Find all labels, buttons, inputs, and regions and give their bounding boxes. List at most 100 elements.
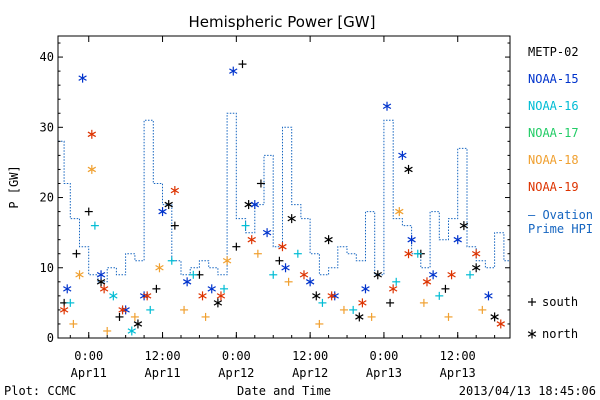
- noaa-19-point: [99, 284, 109, 294]
- y-tick-label: 40: [40, 50, 54, 64]
- y-tick-label: 0: [47, 331, 54, 345]
- noaa-18-point: [478, 305, 487, 314]
- noaa-18-point: [339, 305, 348, 314]
- x-tick-date-label: Apr13: [440, 366, 476, 380]
- noaa-18-point: [155, 263, 164, 273]
- metp-02-point: [471, 263, 481, 273]
- noaa-18-point: [222, 256, 232, 266]
- plot-frame: [57, 35, 511, 339]
- noaa-19-point: [247, 235, 256, 245]
- legend-marker-label: south: [542, 295, 578, 309]
- x-axis: 0:00 Apr11 12:00 Apr11 0:00 Apr12 12:00 Apr12 0:…: [69, 36, 496, 380]
- x-tick-date-label: Apr13: [366, 366, 402, 380]
- x-tick-time-label: 12:00: [144, 349, 180, 363]
- metp-02-point: [232, 242, 241, 251]
- metp-02-point: [312, 291, 321, 301]
- noaa-18-point: [284, 277, 293, 286]
- noaa-18-point: [315, 319, 324, 328]
- x-tick-date-label: Apr12: [218, 366, 254, 380]
- metp-02-point: [238, 60, 247, 69]
- legend-entry: NOAA-18: [528, 153, 579, 167]
- noaa-18-point: [103, 326, 112, 335]
- footer-plot-credit: Plot: CCMC: [4, 384, 76, 398]
- legend-marker-south-icon: [528, 298, 536, 306]
- noaa-15-point: [361, 284, 370, 294]
- y-tick-label: 10: [40, 261, 54, 275]
- noaa-19-point: [216, 291, 226, 301]
- ovation-line-layer: [58, 112, 510, 283]
- metp-02-point: [170, 221, 179, 230]
- metp-02-point: [72, 249, 81, 258]
- footer-timestamp: 2013/04/13 18:45:06: [459, 384, 596, 398]
- noaa-18-point: [130, 312, 139, 321]
- noaa-15-point: [229, 66, 238, 76]
- y-axis: 0 10 20 30 40: [40, 42, 510, 345]
- metp-02-point: [324, 235, 333, 245]
- noaa-19-point: [496, 319, 505, 329]
- noaa-19-point: [142, 291, 152, 301]
- legend-entry: NOAA-19: [528, 180, 579, 194]
- noaa-15-point: [158, 207, 167, 217]
- noaa-18-point: [201, 312, 210, 321]
- noaa-16-point: [435, 291, 444, 300]
- noaa-19-point: [327, 291, 336, 301]
- metp-02-point: [404, 164, 413, 174]
- noaa-19-point: [471, 249, 481, 259]
- legend-entry: NOAA-16: [528, 99, 579, 113]
- metp-02-point: [213, 298, 223, 308]
- noaa-19-point: [404, 249, 413, 259]
- noaa-15-point: [250, 200, 259, 210]
- noaa-15-point: [63, 284, 72, 294]
- metp-02-point: [275, 256, 284, 265]
- noaa-19-point: [59, 305, 69, 315]
- metp-02-point: [256, 179, 265, 188]
- noaa-16-point: [392, 277, 401, 286]
- noaa-19-point: [198, 291, 207, 301]
- legend-entry: NOAA-15: [528, 72, 579, 86]
- metp-02-point: [355, 312, 364, 322]
- y-tick-label: 20: [40, 191, 54, 205]
- noaa-16-point: [349, 305, 358, 314]
- noaa-18-point: [419, 298, 428, 307]
- metp-02-point: [164, 200, 173, 210]
- ovation-hpi-line: [58, 112, 510, 283]
- legend-marker-label: north: [542, 327, 578, 341]
- legend-entry: METP-02: [528, 45, 579, 59]
- metp-02-point: [244, 200, 253, 210]
- metp-02-point: [373, 270, 382, 280]
- noaa-16-point: [220, 284, 229, 293]
- x-tick-time-label: 0:00: [74, 349, 103, 363]
- noaa-16-point: [189, 270, 198, 279]
- noaa-16-point: [413, 249, 422, 258]
- legend-marker-north-icon: [527, 329, 537, 339]
- noaa-19-point: [278, 242, 287, 252]
- noaa-19-point: [299, 270, 309, 280]
- x-tick-time-label: 0:00: [369, 349, 398, 363]
- metp-02-point: [386, 298, 395, 307]
- noaa-19-point: [170, 186, 180, 196]
- noaa-15-point: [207, 284, 216, 294]
- noaa-16-point: [293, 249, 302, 258]
- noaa-15-point: [428, 270, 438, 280]
- y-axis-label: P [GW]: [7, 165, 21, 208]
- noaa-19-point: [118, 305, 127, 315]
- noaa-16-point: [127, 326, 136, 336]
- metp-02-point: [115, 312, 124, 321]
- noaa-19-point: [358, 298, 367, 308]
- noaa-18-point: [395, 207, 404, 217]
- x-tick-time-label: 12:00: [292, 349, 328, 363]
- legend-model-label: Prime HPI: [528, 222, 593, 236]
- x-axis-label: Date and Time: [237, 384, 331, 398]
- noaa-15-point: [484, 291, 493, 301]
- metp-02-point: [287, 214, 296, 224]
- noaa-16-point: [146, 305, 155, 314]
- chart-title: Hemispheric Power [GW]: [189, 13, 376, 31]
- metp-02-point: [133, 319, 143, 329]
- noaa-18-point: [75, 270, 84, 280]
- noaa-15-point: [78, 73, 87, 83]
- noaa-18-point: [87, 164, 97, 174]
- legend-model-label: – Ovation: [528, 208, 593, 222]
- x-tick-date-label: Apr11: [144, 366, 180, 380]
- noaa-18-point: [253, 249, 262, 258]
